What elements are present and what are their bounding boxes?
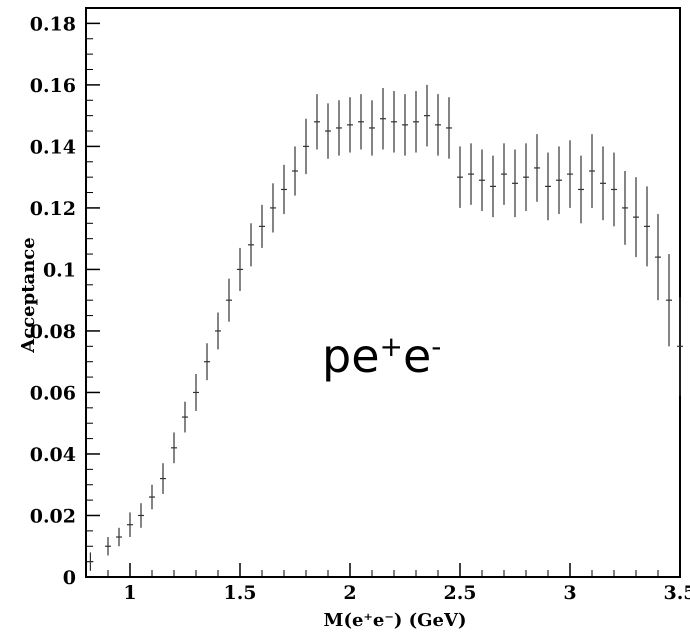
plot-frame — [85, 7, 681, 578]
x-tick-label: 2.5 — [443, 582, 476, 604]
data-point — [380, 87, 386, 150]
data-point — [655, 214, 661, 301]
data-point — [402, 94, 408, 156]
x-tick-label: 3.5 — [663, 582, 690, 604]
data-point — [534, 134, 540, 202]
data-point — [545, 152, 551, 221]
data-point — [523, 143, 529, 211]
data-point — [237, 247, 243, 291]
data-point — [578, 155, 584, 224]
x-tick-label: 1.5 — [223, 582, 256, 604]
data-point — [160, 463, 166, 494]
data-point — [589, 134, 595, 208]
x-axis: 1 1.5 2 2.5 3 3.5 — [107, 563, 690, 604]
data-point — [512, 149, 518, 218]
data-point — [633, 177, 639, 258]
annotation-base: pe — [322, 329, 380, 383]
data-point — [281, 164, 287, 215]
data-point — [666, 254, 672, 347]
data-point — [611, 152, 617, 227]
data-point — [622, 171, 628, 245]
data-point — [226, 278, 232, 322]
annotation-label: pe+e- — [322, 329, 441, 383]
data-point — [138, 503, 144, 528]
data-point — [358, 94, 364, 150]
data-point — [413, 91, 419, 153]
data-point — [677, 297, 683, 396]
data-point — [468, 143, 474, 205]
data-point — [193, 374, 199, 411]
data-point — [556, 146, 562, 215]
data-point — [369, 100, 375, 156]
data-point — [600, 146, 606, 221]
data-point — [292, 146, 298, 196]
data-point — [479, 149, 485, 211]
data-point — [446, 97, 452, 159]
data-point — [171, 432, 177, 464]
data-point — [435, 94, 441, 156]
data-point — [391, 91, 397, 153]
annotation-mid: e — [403, 329, 431, 383]
data-point — [105, 537, 111, 556]
data-point — [182, 401, 188, 433]
data-point — [87, 552, 94, 571]
x-tick-label: 2 — [343, 582, 356, 604]
y-tick-label: 0.16 — [30, 75, 76, 97]
data-point — [149, 484, 155, 510]
data-point — [270, 183, 276, 233]
data-point — [314, 94, 320, 150]
y-tick-label: 0.14 — [30, 136, 76, 158]
data-point — [347, 97, 353, 153]
data-point — [303, 118, 309, 175]
x-axis-title: M(e⁺e⁻) (GeV) — [324, 610, 467, 631]
y-tick-label: 0 — [63, 567, 76, 589]
annotation-sup1: + — [380, 330, 403, 363]
data-point — [259, 204, 265, 248]
y-tick-label: 0.06 — [30, 382, 76, 404]
y-tick-label: 0.02 — [30, 505, 76, 527]
data-point — [127, 512, 133, 538]
y-tick-label: 0.04 — [30, 444, 76, 466]
data-points — [87, 84, 683, 571]
data-point — [424, 84, 430, 147]
y-axis: 0 0.02 0.04 0.06 0.08 0.1 0.12 0.14 0.16 0.18 — [30, 13, 100, 589]
y-axis-title: Acceptance — [18, 237, 39, 353]
y-tick-label: 0.12 — [30, 198, 76, 220]
data-point — [204, 343, 210, 381]
y-tick-label: 0.1 — [43, 259, 76, 281]
data-point — [325, 103, 331, 159]
data-point — [457, 146, 463, 208]
data-point — [116, 527, 122, 547]
y-tick-label: 0.18 — [30, 13, 76, 35]
data-point — [644, 186, 650, 267]
data-point — [336, 100, 342, 156]
data-point — [215, 312, 221, 350]
data-point — [501, 143, 507, 205]
x-tick-label: 3 — [563, 582, 576, 604]
x-tick-label: 1 — [123, 582, 136, 604]
data-point — [567, 140, 573, 208]
data-point — [490, 155, 496, 218]
data-point — [248, 223, 254, 267]
annotation-sup2: - — [431, 330, 441, 363]
y-tick-label: 0.08 — [30, 321, 76, 343]
